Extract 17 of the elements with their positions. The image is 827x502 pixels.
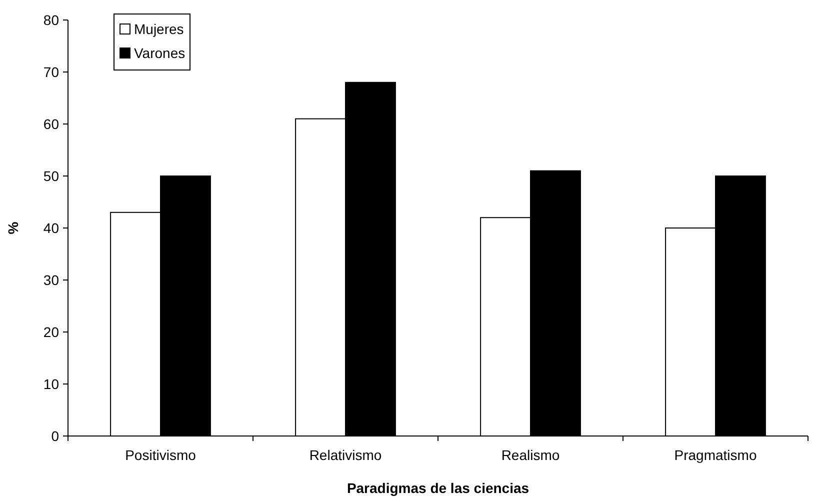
legend-label: Mujeres [134, 20, 184, 37]
y-tick-label: 10 [43, 376, 60, 392]
y-tick-label: 40 [43, 220, 60, 236]
x-tick-label: Positivismo [125, 447, 196, 463]
y-tick-label: 30 [43, 272, 60, 288]
y-tick-label: 50 [43, 168, 60, 184]
x-tick-label: Relativismo [309, 447, 382, 463]
y-tick-label: 20 [43, 324, 60, 340]
y-tick-label: 70 [43, 64, 60, 80]
legend-label: Varones [134, 44, 186, 61]
y-tick-label: 60 [43, 116, 60, 132]
y-tick-label: 80 [43, 12, 60, 28]
x-axis-title: Paradigmas de las ciencias [346, 480, 530, 496]
x-tick-label: Pragmatismo [674, 447, 757, 463]
y-axis-title: % [5, 221, 21, 234]
x-tick-label: Realismo [501, 447, 560, 463]
y-tick-label: 0 [51, 428, 60, 444]
